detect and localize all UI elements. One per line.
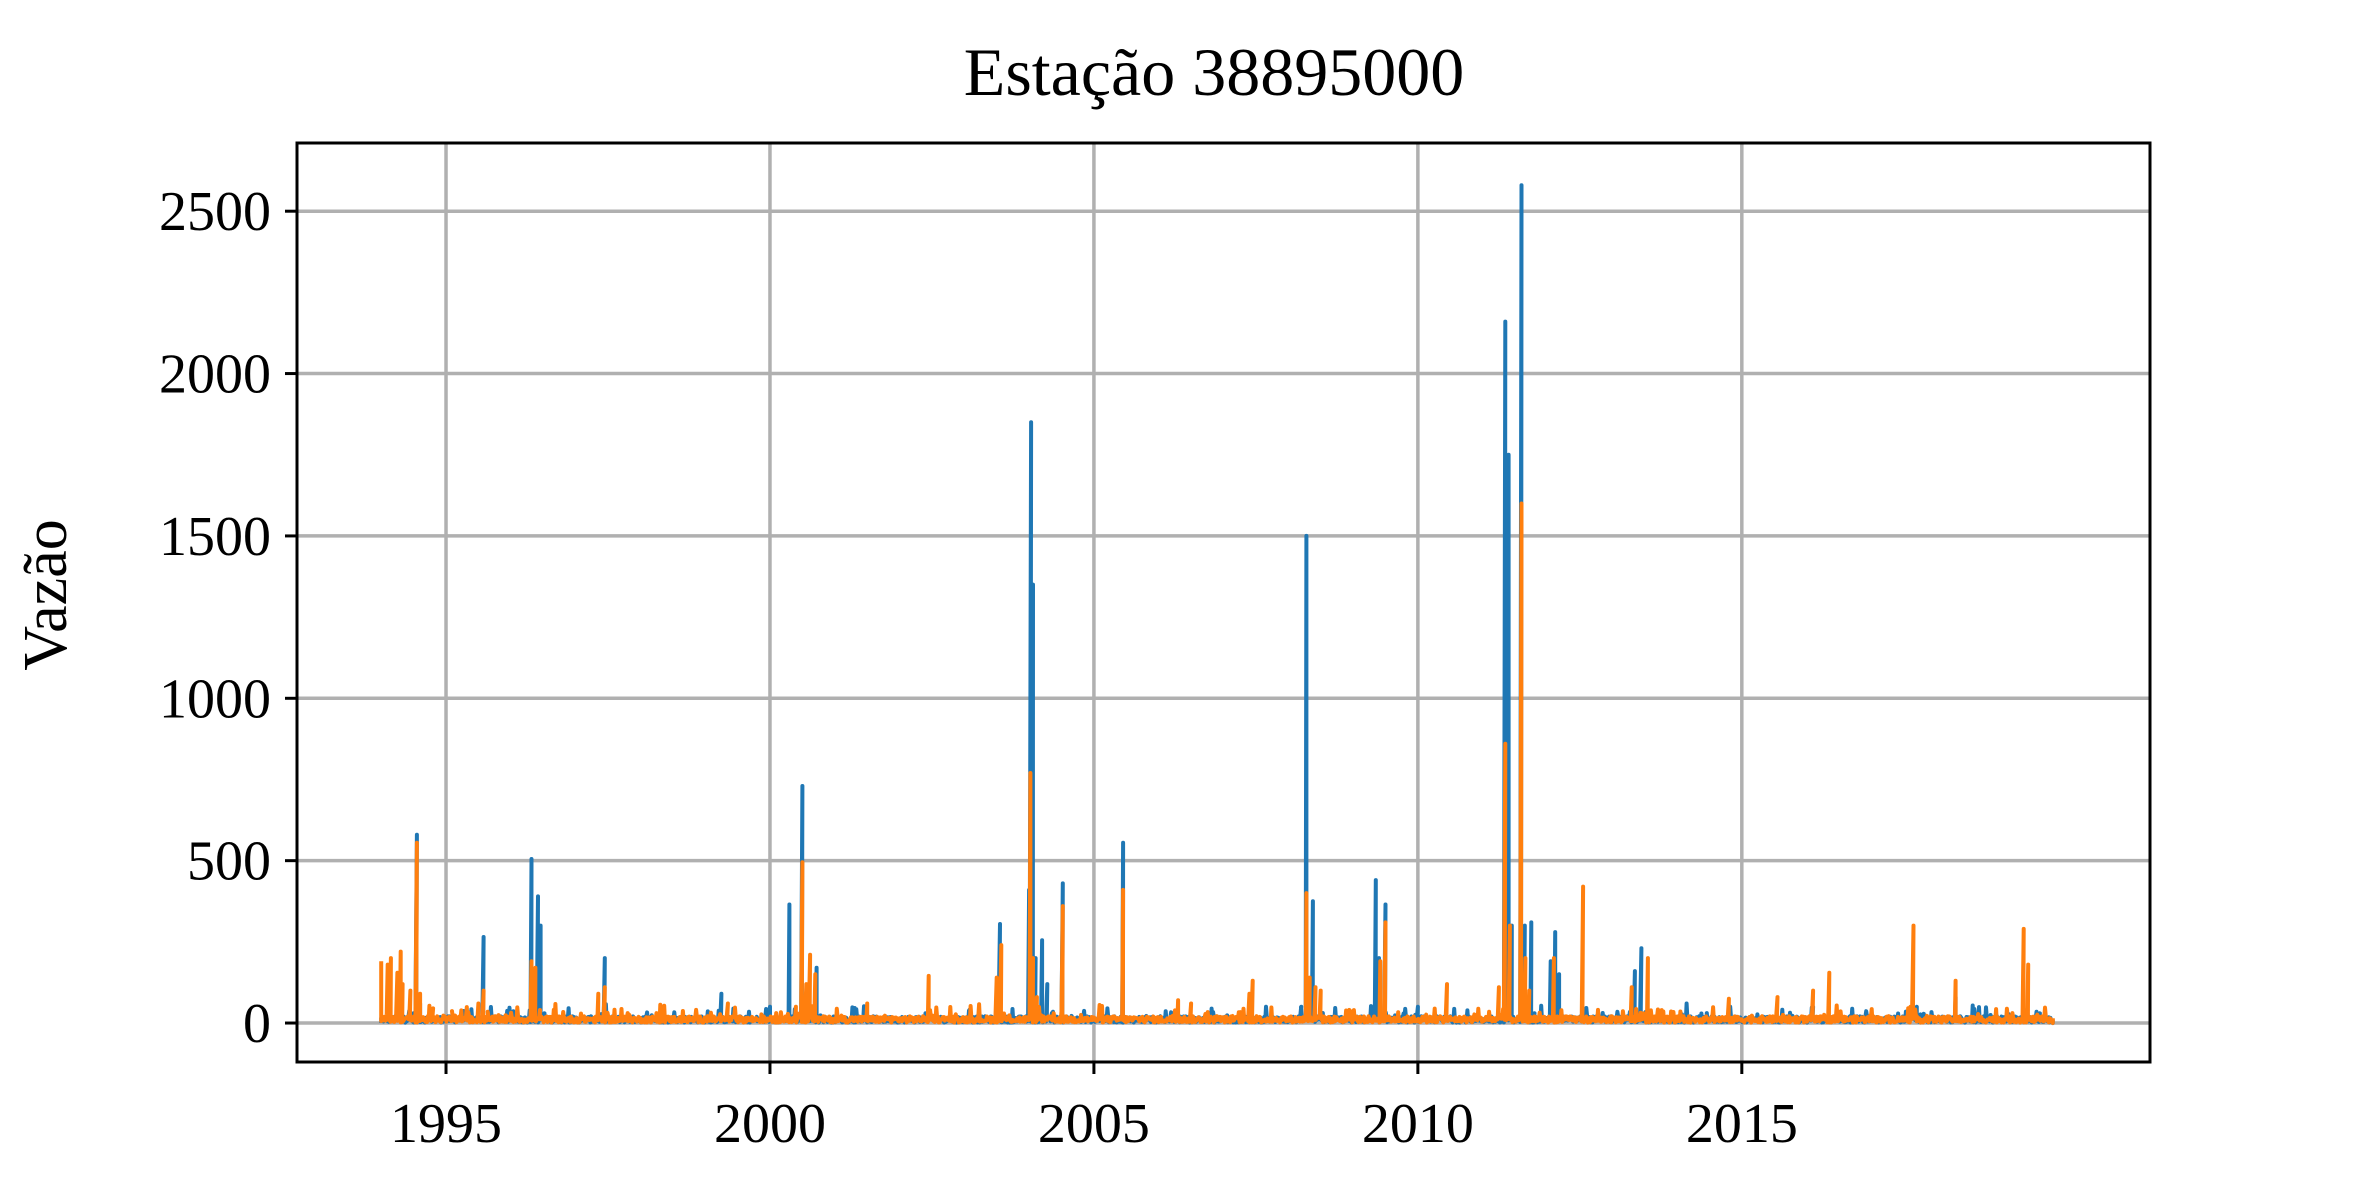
x-tick-label: 2010 [1362, 1093, 1474, 1155]
plot-frame [295, 141, 2152, 1064]
x-tick-label: 2005 [1038, 1093, 1150, 1155]
y-tick-label: 2000 [159, 344, 271, 406]
y-tick-label: 1000 [159, 668, 271, 730]
series-line-2 [379, 501, 2055, 1025]
y-tick-label: 1500 [159, 506, 271, 568]
grid [297, 143, 2150, 1062]
x-tick-label: 2000 [714, 1093, 826, 1155]
y-tick-label: 500 [187, 831, 271, 893]
x-tick-label: 1995 [390, 1093, 502, 1155]
series-layer [379, 183, 2055, 1025]
chart-title: Estação 38895000 [964, 34, 1464, 110]
y-axis-ticks: 0 500 1000 1500 2000 2500 [159, 181, 297, 1055]
y-tick-label: 2500 [159, 181, 271, 243]
y-tick-label: 0 [243, 993, 271, 1055]
x-axis-ticks: 1995 2000 2005 2010 2015 [390, 1062, 1798, 1155]
y-axis-label: Vazão [12, 519, 80, 670]
x-tick-label: 2015 [1686, 1093, 1798, 1155]
series-line-1 [379, 183, 2055, 1025]
